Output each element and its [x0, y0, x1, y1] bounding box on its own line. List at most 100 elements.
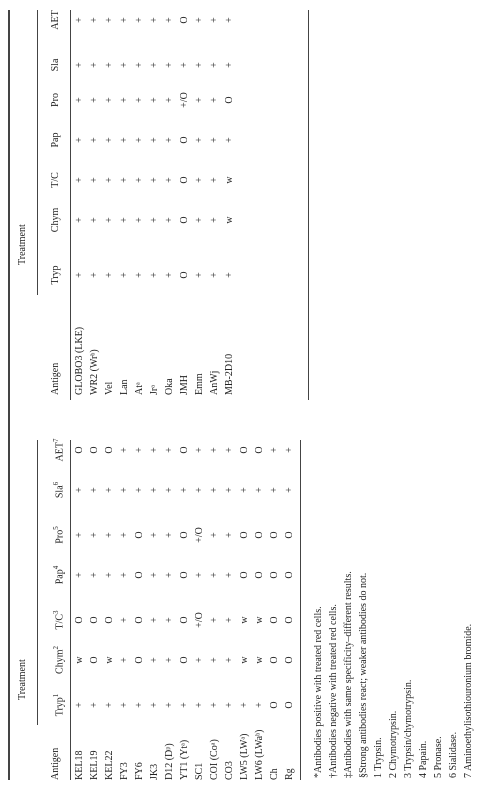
column-label: AET: [50, 10, 61, 30]
column-header: Antigen: [50, 748, 62, 780]
row-label: Oka: [164, 378, 175, 395]
cell: +: [224, 702, 235, 708]
cell: +: [104, 17, 115, 23]
footnote: *Antibodies positive with treated red ce…: [313, 606, 324, 778]
column-label: Pro: [54, 529, 66, 544]
column-header: Tryp: [50, 265, 62, 284]
rule: [70, 10, 71, 400]
cell: +: [164, 217, 175, 223]
rule: [8, 10, 10, 780]
row-label: Vel: [104, 381, 115, 395]
cell: +: [119, 17, 130, 23]
row-label: JMH: [179, 374, 190, 395]
cell: +: [194, 572, 205, 578]
row-label: D12 (Dᵖ): [164, 743, 175, 780]
cell: +: [194, 702, 205, 708]
cell: +: [89, 62, 100, 68]
rule: [308, 10, 309, 400]
cell: +: [164, 487, 175, 493]
cell: +: [119, 272, 130, 278]
row-label: JK3: [149, 763, 160, 780]
cell: +: [179, 62, 190, 68]
cell: +: [149, 657, 160, 663]
cell: +: [224, 62, 235, 68]
cell: O: [74, 616, 85, 624]
cell: O: [269, 701, 280, 709]
cell: +: [89, 137, 100, 143]
rule: [37, 10, 38, 295]
row-label: AnWj: [209, 370, 220, 395]
cell: +: [134, 62, 145, 68]
cell: +: [119, 447, 130, 453]
cell: +: [194, 17, 205, 23]
cell: +: [149, 217, 160, 223]
column-label: Antigen: [50, 362, 61, 395]
cell: O: [284, 571, 295, 579]
cell: +: [74, 217, 85, 223]
row-label: COI (Coᵃ): [209, 739, 220, 780]
column-note: 5: [52, 526, 60, 530]
column-label: T/C: [54, 613, 66, 630]
cell: +: [119, 177, 130, 183]
cell: O: [254, 531, 265, 539]
cell: +: [119, 532, 130, 538]
column-header: Pap: [50, 133, 62, 148]
row-label: SC1: [194, 762, 205, 780]
column-note: 4: [52, 565, 60, 570]
cell: +: [164, 17, 175, 23]
cell: +: [164, 532, 175, 538]
cell: +: [209, 137, 220, 143]
rule: [37, 440, 38, 725]
cell: +: [104, 272, 115, 278]
cell: +: [119, 617, 130, 623]
column-label: Antigen: [50, 747, 61, 780]
cell: +: [104, 97, 115, 103]
cell: +: [224, 487, 235, 493]
cell: O: [179, 531, 190, 539]
cell: +: [119, 657, 130, 663]
footnote: 1 Trypsin.: [373, 737, 384, 778]
column-header: T/C3: [50, 610, 66, 629]
row-label: CO3: [224, 761, 235, 780]
cell: +: [149, 702, 160, 708]
cell: +: [194, 62, 205, 68]
cell: O: [179, 656, 190, 664]
cell: +: [164, 572, 175, 578]
cell: +: [194, 177, 205, 183]
cell: +: [209, 487, 220, 493]
row-label: KEL22: [104, 750, 115, 780]
cell: +: [239, 487, 250, 493]
footnote: §Strong antibodies react; weaker antibod…: [358, 572, 369, 778]
row-label: Ch: [269, 768, 280, 780]
column-note: 6: [52, 481, 60, 486]
cell: O: [179, 136, 190, 144]
cell: +: [254, 487, 265, 493]
cell: +: [119, 217, 130, 223]
cell: +: [134, 17, 145, 23]
column-header: Pro: [50, 93, 62, 107]
cell: w: [224, 216, 235, 224]
column-header: AET: [50, 10, 62, 29]
cell: +: [284, 447, 295, 453]
cell: w: [239, 656, 250, 664]
column-note: 3: [52, 610, 60, 614]
footnote: 7 Aminoethylisothiouronium bromide.: [463, 623, 474, 778]
row-label: KEL19: [89, 750, 100, 780]
column-note: 1: [52, 693, 60, 698]
cell: +: [74, 572, 85, 578]
cell: +: [194, 447, 205, 453]
cell: +: [134, 217, 145, 223]
row-label: GLOBO3 (LKE): [74, 326, 85, 395]
cell: O: [239, 531, 250, 539]
cell: +: [74, 532, 85, 538]
cell: +: [134, 702, 145, 708]
column-label: T/C: [50, 172, 61, 188]
cell: +: [224, 137, 235, 143]
column-label: Pap: [50, 132, 61, 148]
cell: w: [104, 656, 115, 664]
cell: O: [269, 656, 280, 664]
footnote: 6 Sialidase.: [448, 731, 459, 778]
column-label: Sla: [50, 58, 61, 72]
cell: +: [209, 572, 220, 578]
